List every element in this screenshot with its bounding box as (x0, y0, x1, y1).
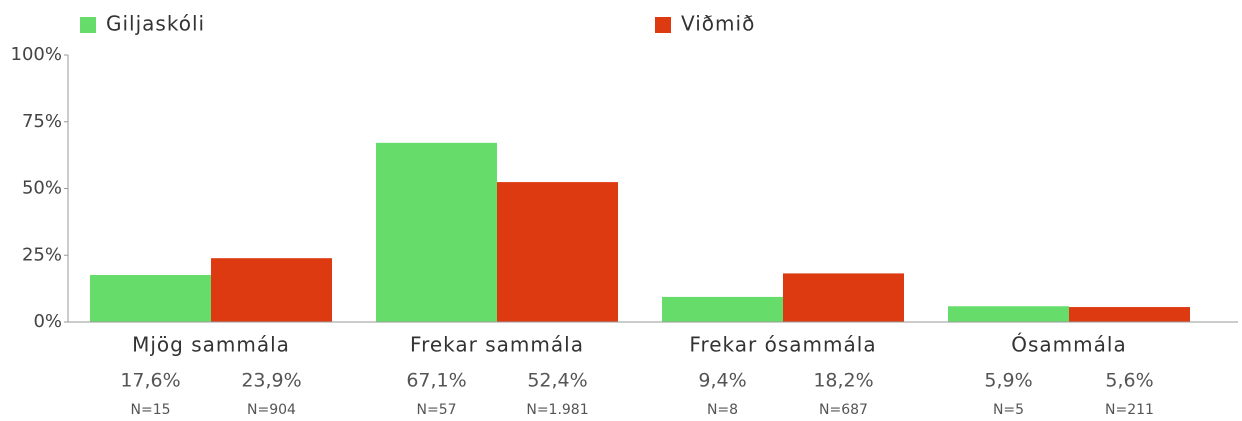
n-label: N=57 (416, 402, 456, 418)
bar (497, 182, 618, 322)
bar (948, 306, 1069, 322)
value-label: 17,6% (120, 370, 180, 392)
bar (90, 275, 211, 322)
value-label: 9,4% (698, 370, 746, 392)
value-label: 5,9% (984, 370, 1032, 392)
y-tick-label: 50% (22, 178, 62, 199)
bar (783, 273, 904, 322)
y-tick-label: 25% (22, 244, 62, 265)
n-label: N=687 (819, 402, 868, 418)
value-label: 18,2% (813, 370, 873, 392)
y-tick-label: 0% (33, 311, 62, 332)
x-tick-label: Mjög sammála (132, 333, 290, 357)
value-label: 23,9% (241, 370, 301, 392)
value-label: 52,4% (527, 370, 587, 392)
n-label: N=5 (993, 402, 1024, 418)
legend-swatch (80, 17, 96, 33)
n-label: N=15 (130, 402, 170, 418)
bar (662, 296, 783, 322)
n-label: N=904 (247, 402, 296, 418)
bar (1069, 307, 1190, 322)
x-tick-label: Frekar sammála (410, 333, 584, 357)
x-tick-label: Frekar ósammála (689, 333, 876, 357)
n-label: N=211 (1105, 402, 1154, 418)
legend-label: Viðmið (681, 12, 755, 36)
value-label: 5,6% (1105, 370, 1153, 392)
y-tick-label: 75% (22, 111, 62, 132)
y-tick-label: 100% (11, 44, 62, 65)
bar (211, 258, 332, 322)
legend-label: Giljaskóli (106, 12, 205, 36)
value-label: 67,1% (406, 370, 466, 392)
n-label: N=1.981 (526, 402, 588, 418)
x-tick-label: Ósammála (1011, 333, 1126, 357)
legend-swatch (655, 17, 671, 33)
bar (376, 142, 497, 322)
n-label: N=8 (707, 402, 738, 418)
